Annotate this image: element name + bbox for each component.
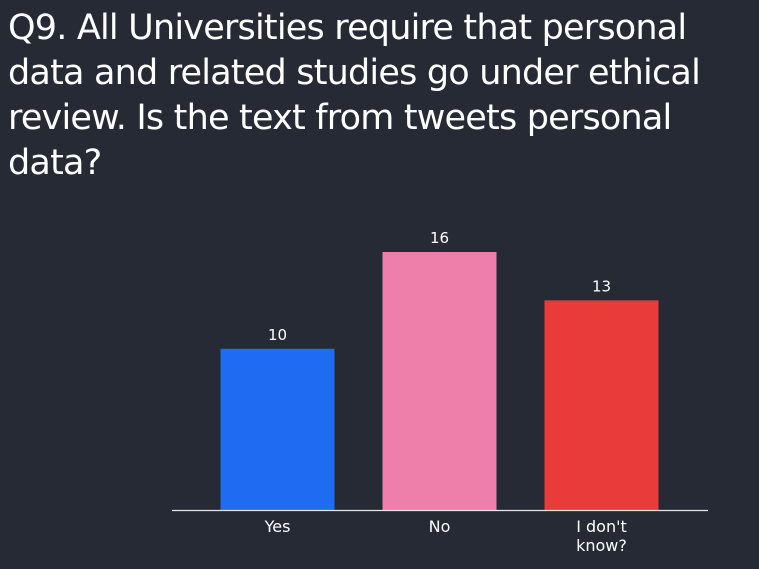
- x-tick-label-2: No: [429, 517, 451, 536]
- data-label-2: 16: [430, 229, 449, 247]
- x-tick-label-3-line-1: I don't: [576, 517, 627, 536]
- bar-3: [544, 300, 659, 510]
- x-tick-label-1: Yes: [264, 517, 291, 536]
- chart-title: Q9. All Universities require that person…: [8, 8, 701, 183]
- bar-2: [382, 252, 497, 510]
- bar-1: [220, 348, 335, 510]
- data-label-1: 10: [268, 326, 287, 344]
- data-label-3: 13: [592, 277, 611, 295]
- x-tick-label-3-line-2: know?: [576, 536, 627, 555]
